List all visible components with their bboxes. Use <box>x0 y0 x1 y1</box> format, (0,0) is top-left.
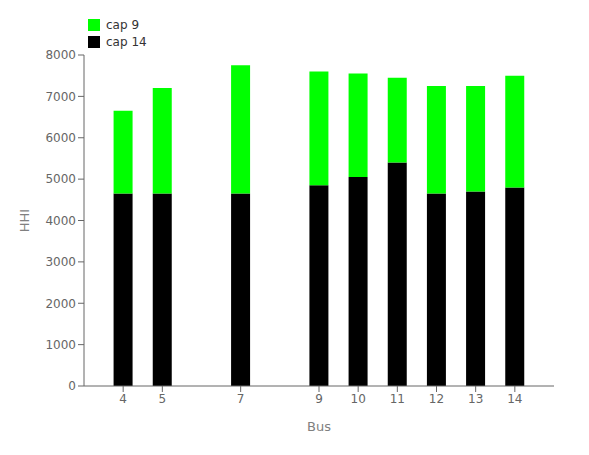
svg-text:11: 11 <box>390 392 405 406</box>
svg-text:2000: 2000 <box>45 297 76 311</box>
svg-text:7: 7 <box>237 392 245 406</box>
svg-text:1000: 1000 <box>45 338 76 352</box>
html-text:cap 14: cap 14 <box>106 35 147 49</box>
svg-text:13: 13 <box>468 392 483 406</box>
svg-text:7000: 7000 <box>45 90 76 104</box>
svg-text:14: 14 <box>507 392 522 406</box>
svg-text:HHI: HHI <box>17 209 32 232</box>
svg-text:5: 5 <box>159 392 167 406</box>
svg-text:4000: 4000 <box>45 214 76 228</box>
svg-text:6000: 6000 <box>45 131 76 145</box>
svg-text:Bus: Bus <box>307 419 331 434</box>
svg-text:5000: 5000 <box>45 172 76 186</box>
html-text:cap 9: cap 9 <box>106 18 139 32</box>
svg-text:12: 12 <box>429 392 444 406</box>
svg-text:4: 4 <box>119 392 127 406</box>
svg-text:3000: 3000 <box>45 255 76 269</box>
svg-text:10: 10 <box>351 392 366 406</box>
svg-text:8000: 8000 <box>45 48 76 62</box>
svg-text:0: 0 <box>68 379 76 393</box>
svg-text:9: 9 <box>315 392 323 406</box>
